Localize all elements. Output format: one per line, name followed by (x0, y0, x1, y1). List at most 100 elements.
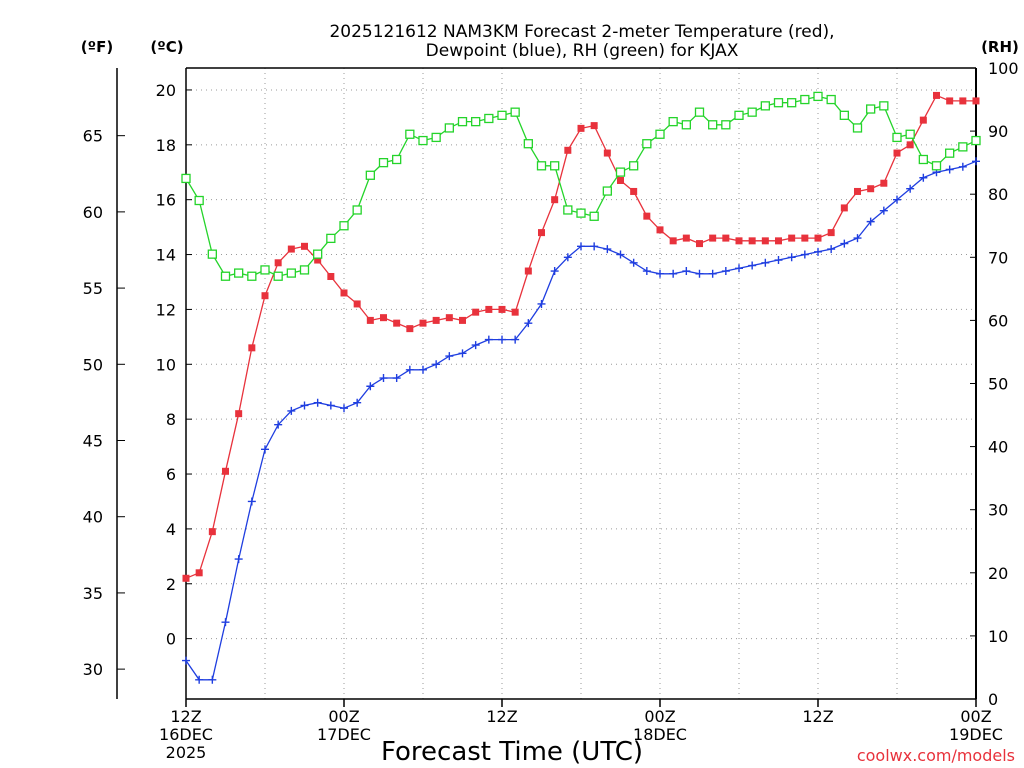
dewpoint-point (340, 404, 348, 413)
temperature-point (959, 97, 967, 105)
rh-point (629, 161, 639, 171)
temperature-point (524, 267, 532, 275)
rh-point (392, 154, 402, 165)
dewpoint-point (432, 360, 441, 369)
dewpoint-point (866, 217, 875, 226)
celsius-unit-label: (ºC) (150, 38, 183, 56)
rh-point (615, 167, 626, 177)
series-layer (181, 91, 981, 684)
rh-point (457, 116, 468, 127)
temperature-point (577, 124, 585, 132)
dewpoint-point (234, 555, 243, 564)
x-tick-label-time: 00Z (644, 707, 675, 726)
dewpoint-point (208, 675, 217, 684)
temperature-point (748, 237, 756, 245)
rh-point (523, 139, 533, 149)
dewpoint-point (326, 401, 335, 410)
rh-point (497, 110, 507, 120)
dewpoint-point (300, 401, 309, 410)
rh-point (602, 186, 612, 196)
rh-tick-label: 70 (988, 248, 1008, 267)
rh-point (444, 123, 454, 133)
rh-point (220, 271, 231, 281)
temperature-point (617, 176, 624, 184)
celsius-tick-label: 12 (156, 300, 176, 319)
temperature-point (735, 237, 743, 245)
dewpoint-point (379, 374, 388, 383)
temperature-point (432, 316, 440, 324)
temperature-point (208, 528, 216, 536)
temperature-point (682, 234, 690, 242)
x-axis-label: Forecast Time (UTC) (381, 737, 643, 767)
rh-point (536, 161, 547, 171)
rh-point (418, 135, 428, 146)
rh-point (405, 129, 415, 139)
temperature-point (393, 319, 401, 327)
dewpoint-point (853, 234, 862, 243)
x-tick-label-date: 17DEC (317, 725, 371, 744)
celsius-tick-label: 2 (166, 575, 176, 594)
temperature-point (643, 212, 651, 220)
celsius-tick-label: 18 (156, 136, 176, 155)
dewpoint-point (537, 299, 546, 308)
dewpoint-point (761, 258, 770, 267)
rh-tick-label: 20 (988, 564, 1008, 583)
celsius-tick-label: 0 (166, 630, 176, 649)
rh-point (826, 94, 836, 105)
x-tick-label-time: 00Z (960, 707, 991, 726)
temperature-point (761, 237, 769, 245)
dewpoint-point (445, 352, 454, 361)
dewpoint-point (879, 206, 888, 215)
rh-point (576, 208, 586, 218)
rh-point (721, 120, 731, 130)
temperature-point (551, 196, 559, 204)
rh-point (945, 148, 955, 158)
rh-tick-label: 50 (988, 375, 1008, 394)
dewpoint-point (563, 253, 572, 262)
dewpoint-point (972, 157, 980, 166)
dewpoint-point (906, 184, 915, 193)
celsius-tick-label: 20 (156, 81, 176, 100)
rh-point (299, 265, 310, 275)
dewpoint-point (287, 406, 296, 415)
rh-point (708, 120, 718, 130)
rh-point (760, 101, 770, 111)
temperature-line (185, 94, 976, 579)
rh-tick-label: 30 (988, 501, 1008, 520)
dewpoint-point (353, 398, 362, 407)
temperature-point (287, 245, 295, 253)
credit-text: coolwx.com/models (857, 746, 1015, 765)
temperature-point (274, 259, 282, 267)
rh-point (589, 211, 599, 221)
dewpoint-point (182, 656, 190, 665)
temperature-point (893, 149, 901, 157)
rh-point (879, 101, 889, 111)
temperature-point (538, 229, 545, 237)
dewpoint-point (484, 335, 493, 344)
temperature-point (222, 467, 229, 475)
x-tick-label-time: 00Z (328, 707, 359, 726)
rh-tick-label: 80 (988, 185, 1008, 204)
temperature-point (788, 234, 796, 242)
rh-point (668, 116, 678, 127)
x-tick-label-date: 18DEC (633, 725, 687, 744)
fahrenheit-tick-label: 30 (83, 660, 103, 679)
dewpoint-point (893, 195, 901, 204)
axis-ticks: 0246810121416182012Z16DEC202500Z17DEC12Z… (83, 59, 1019, 762)
dewpoint-point (735, 264, 743, 273)
fahrenheit-tick-label: 55 (83, 279, 103, 298)
rh-point (839, 110, 849, 120)
rh-point (207, 249, 217, 259)
temperature-point (301, 242, 308, 250)
dewpoint-point (919, 173, 928, 182)
celsius-tick-label: 8 (166, 410, 176, 429)
celsius-tick-label: 10 (156, 355, 176, 374)
dewpoint-point (247, 497, 256, 506)
fahrenheit-tick-label: 50 (83, 355, 103, 374)
fahrenheit-tick-label: 45 (83, 432, 103, 451)
rh-point (378, 157, 389, 168)
fahrenheit-tick-label: 35 (83, 584, 103, 603)
celsius-tick-label: 6 (166, 465, 176, 484)
temperature-point (933, 91, 940, 99)
rh-point (365, 170, 375, 180)
